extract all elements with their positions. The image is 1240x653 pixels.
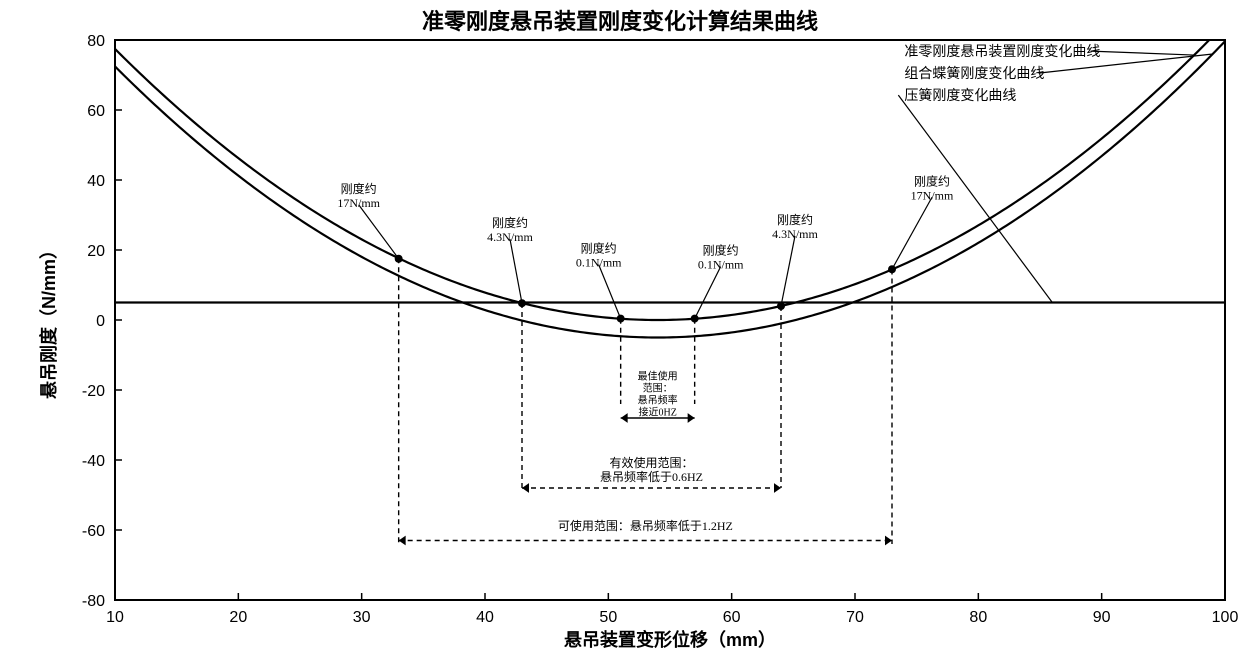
legend-item: 准零刚度悬吊装置刚度变化曲线	[904, 44, 1100, 60]
marker-label: 4.3N/mm	[772, 227, 818, 241]
svg-text:-60: -60	[82, 523, 105, 540]
range-label: 有效使用范围：	[609, 455, 693, 470]
svg-text:0: 0	[96, 313, 105, 330]
range-label: 悬吊频率低于0.6HZ	[600, 469, 703, 484]
svg-text:-40: -40	[82, 453, 105, 470]
marker-label: 17N/mm	[911, 188, 954, 202]
svg-text:100: 100	[1212, 609, 1239, 626]
svg-text:10: 10	[106, 609, 124, 626]
chart-svg: 10 20 30 40 50 60 70 80 90 100 -80 -60 -40 -20 0 20 40 60…	[0, 0, 1240, 653]
marker-label: 0.1N/mm	[576, 256, 622, 270]
legend-item: 组合蝶簧刚度变化曲线	[904, 66, 1044, 82]
svg-text:30: 30	[353, 609, 371, 626]
range-label: 可使用范围：悬吊频率低于1.2HZ	[558, 518, 733, 533]
svg-text:90: 90	[1093, 609, 1111, 626]
svg-text:40: 40	[476, 609, 494, 626]
svg-text:-20: -20	[82, 383, 105, 400]
svg-text:悬吊刚度（N/mm）: 悬吊刚度（N/mm）	[38, 241, 59, 400]
marker-label: 刚度约	[703, 243, 739, 258]
marker-label: 0.1N/mm	[698, 258, 744, 272]
svg-text:20: 20	[229, 609, 247, 626]
curve-main	[115, 24, 1225, 320]
svg-text:60: 60	[723, 609, 741, 626]
marker-label: 刚度约	[777, 212, 813, 227]
svg-text:60: 60	[87, 103, 105, 120]
marker-label: 17N/mm	[337, 196, 380, 210]
range-label: 范围：	[643, 382, 673, 395]
svg-text:50: 50	[599, 609, 617, 626]
range-label: 最佳使用	[638, 370, 678, 383]
legend-item: 压簧刚度变化曲线	[904, 88, 1016, 104]
marker-label: 刚度约	[914, 173, 950, 188]
range-label: 接近0HZ	[638, 406, 676, 419]
marker-label: 刚度约	[341, 181, 377, 196]
svg-text:20: 20	[87, 243, 105, 260]
svg-text:80: 80	[969, 609, 987, 626]
marker-label: 刚度约	[581, 241, 617, 256]
marker-label: 4.3N/mm	[487, 230, 533, 244]
range-label: 悬吊频率	[638, 394, 678, 407]
chart-title: 准零刚度悬吊装置刚度变化计算结果曲线	[0, 4, 1240, 36]
svg-text:悬吊装置变形位移（mm）: 悬吊装置变形位移（mm）	[563, 629, 776, 650]
marker-label: 刚度约	[492, 215, 528, 230]
svg-text:40: 40	[87, 173, 105, 190]
svg-text:-80: -80	[82, 593, 105, 610]
svg-text:70: 70	[846, 609, 864, 626]
